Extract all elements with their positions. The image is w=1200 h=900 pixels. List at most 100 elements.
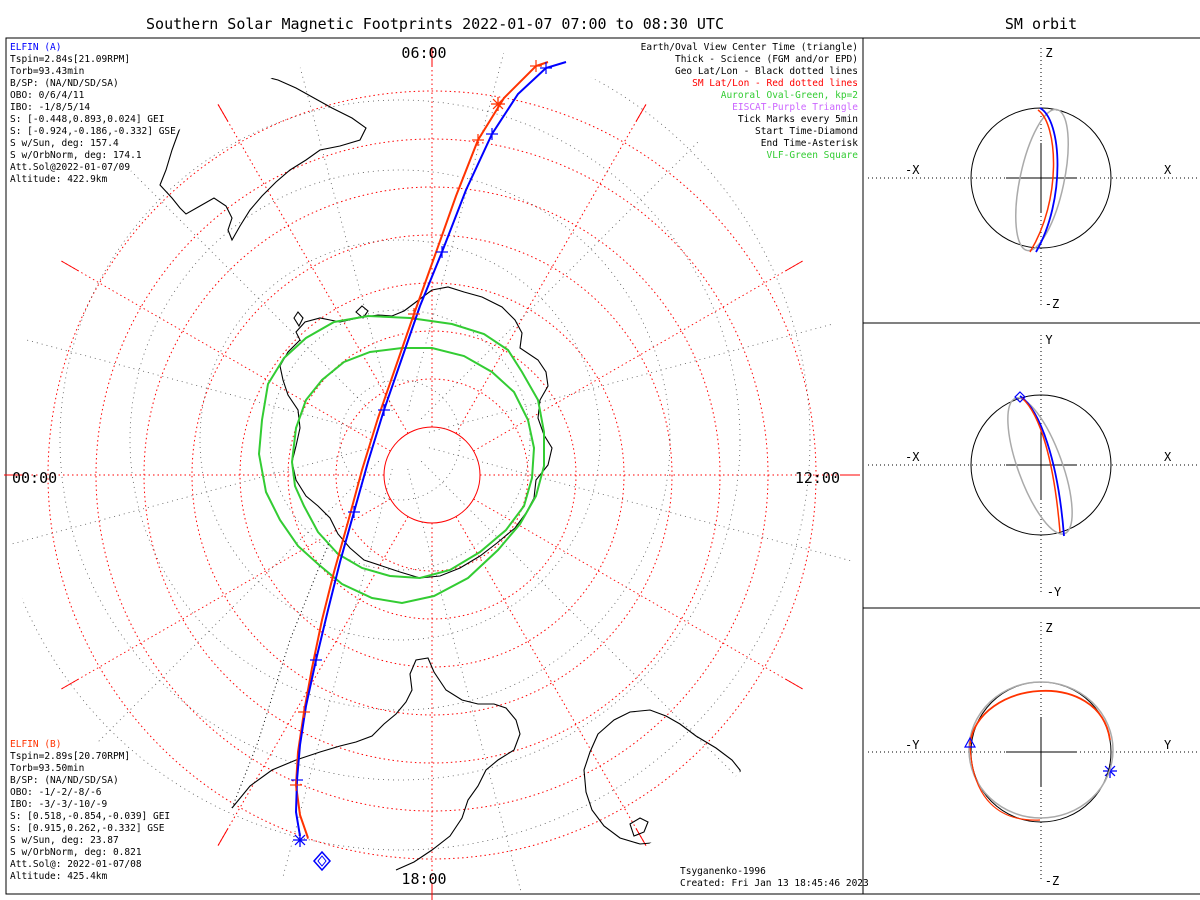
elfin-b-line: S w/Sun, deg: 23.87 xyxy=(10,835,119,846)
panel-axis-left: -Y xyxy=(905,738,920,752)
legend-item: SM Lat/Lon - Red dotted lines xyxy=(692,78,858,89)
sm-meridian-tick xyxy=(59,678,79,691)
elfin-a-line: S w/OrbNorm, deg: 174.1 xyxy=(10,150,142,161)
legend-item: Auroral Oval-Green, kp=2 xyxy=(721,90,858,101)
elfin-b-line: S w/OrbNorm, deg: 0.821 xyxy=(10,847,142,858)
elfin-b-line: S: [0.915,0.262,-0.332] GSE xyxy=(10,823,165,834)
elfin-a-track xyxy=(294,61,567,837)
geo-projection-line xyxy=(231,539,331,809)
mlt-label-left: 00:00 xyxy=(12,469,57,487)
sm-orbit-panel-yz: Z -Z -Y Y xyxy=(868,621,1198,888)
panel-axis-left: -X xyxy=(905,450,920,464)
model-credit: Tsyganenko-1996 xyxy=(680,866,766,877)
elfin-a-line: IBO: -1/8/5/14 xyxy=(10,102,90,113)
geo-meridian xyxy=(420,460,740,780)
geo-meridian xyxy=(4,447,372,565)
start-diamond xyxy=(1014,391,1026,403)
legend-item: Thick - Science (FGM and/or EPD) xyxy=(675,54,858,65)
legend-item: Geo Lat/Lon - Black dotted lines xyxy=(675,66,858,77)
elfin-b-info: ELFIN (B) Tspin=2.89s[20.70RPM] Torb=93.… xyxy=(10,739,170,882)
elfin-b-line: Torb=93.50min xyxy=(10,763,84,774)
continent-outlines xyxy=(159,75,743,871)
sm-meridian xyxy=(59,498,391,691)
sm-lat-circle xyxy=(47,90,817,860)
sm-lat-circle xyxy=(335,378,529,572)
elfin-b-line: Altitude: 425.4km xyxy=(10,871,108,882)
elfin-a-line: Tspin=2.84s[21.09RPM] xyxy=(10,54,130,65)
elfin-a-line: Altitude: 422.9km xyxy=(10,174,108,185)
geo-meridian xyxy=(275,468,393,900)
sm-meridian-tick xyxy=(216,828,229,848)
auroral-oval-inner xyxy=(290,347,536,580)
elfin-b-line: B/SP: (NA/ND/SD/SA) xyxy=(10,775,119,786)
elfin-b-track xyxy=(294,61,549,839)
legend-item: Earth/Oval View Center Time (triangle) xyxy=(641,42,858,53)
elfin-a-orbit-arc xyxy=(1035,107,1059,253)
sm-lat-circle xyxy=(95,138,769,812)
created-timestamp: Created: Fri Jan 13 18:45:46 2023 xyxy=(680,878,869,889)
sm-meridian xyxy=(455,102,648,434)
elfin-b-line: S: [0.518,-0.854,-0.039] GEI xyxy=(10,811,170,822)
sm-orbit-title: SM orbit xyxy=(1005,15,1077,33)
panel-axis-bottom: -Z xyxy=(1045,297,1059,311)
map-frame xyxy=(5,37,864,895)
mlt-label-right: 12:00 xyxy=(795,469,840,487)
geo-meridian xyxy=(420,100,740,420)
legend-item: Start Time-Diamond xyxy=(755,126,858,137)
elfin-b-name: ELFIN (B) xyxy=(10,739,61,750)
geo-lat-circle xyxy=(199,239,601,641)
geo-meridian xyxy=(60,460,380,780)
geo-lat-circle xyxy=(129,169,671,711)
new-zealand-outline xyxy=(629,817,649,837)
elfin-a-orbit-arc xyxy=(1019,395,1065,537)
sm-meridian xyxy=(59,259,391,452)
sm-meridian xyxy=(455,516,648,848)
geo-lat-circle xyxy=(59,99,741,781)
elfin-a-line: S: [-0.448,0.893,0.024] GEI xyxy=(10,114,164,125)
elfin-a-line: S w/Sun, deg: 157.4 xyxy=(10,138,119,149)
elfin-b-line: Att.Sol@: 2022-01-07/08 xyxy=(10,859,142,870)
panel-axis-bottom: -Y xyxy=(1047,585,1062,599)
elfin-a-line: Torb=93.43min xyxy=(10,66,84,77)
elfin-a-name: ELFIN (A) xyxy=(10,42,61,53)
elfin-b-end-asterisk xyxy=(492,98,504,110)
sm-meridian-tick xyxy=(59,259,79,272)
sm-orbit-panel-xy: Y -Y -X X xyxy=(868,333,1198,599)
geo-meridian xyxy=(407,468,525,900)
elfin-b-line: Tspin=2.89s[20.70RPM] xyxy=(10,751,130,762)
panel-axis-left: -X xyxy=(905,163,920,177)
south-georgia-outline xyxy=(293,311,304,328)
geo-meridian xyxy=(428,447,860,565)
elfin-a-start-diamond xyxy=(312,850,332,872)
south-america-outline xyxy=(159,75,367,242)
elfin-a-start-diamond-inner xyxy=(317,855,327,867)
africa-outline xyxy=(231,657,521,871)
panel-axis-right: X xyxy=(1164,163,1172,177)
elfin-b-orbit-arc-lower xyxy=(969,743,1041,821)
panel-axis-right: X xyxy=(1164,450,1172,464)
elfin-b-line: IBO: -3/-3/-10/-9 xyxy=(10,799,108,810)
legend-item: EISCAT-Purple Triangle xyxy=(732,102,858,113)
sm-orbit-panel-xz: Z -Z -X X xyxy=(868,46,1198,311)
sm-meridian-tick xyxy=(635,102,648,122)
orbit-path xyxy=(968,681,1114,819)
sm-meridian-tick xyxy=(635,828,648,848)
legend-item: Tick Marks every 5min xyxy=(738,114,858,125)
sm-meridian xyxy=(473,259,805,452)
auroral-oval-outer xyxy=(257,314,545,605)
sm-meridian-tick xyxy=(785,259,805,272)
elfin-a-line: S: [-0.924,-0.186,-0.332] GSE xyxy=(10,126,176,137)
geo-meridian xyxy=(428,315,860,433)
sm-orbit-panels xyxy=(863,37,1200,895)
orbit-path xyxy=(1007,397,1073,535)
sm-meridian xyxy=(473,498,805,691)
elfin-a-info: ELFIN (A) Tspin=2.84s[21.09RPM] Torb=93.… xyxy=(10,42,176,185)
sm-lat-circle xyxy=(191,234,673,716)
kerguelen-outline xyxy=(355,305,369,319)
elfin-b-orbit-arc xyxy=(1029,109,1055,253)
sm-meridian-tick xyxy=(785,678,805,691)
satellite-tracks xyxy=(231,60,1117,872)
center-triangle xyxy=(963,736,977,748)
sm-meridian-tick xyxy=(216,102,229,122)
